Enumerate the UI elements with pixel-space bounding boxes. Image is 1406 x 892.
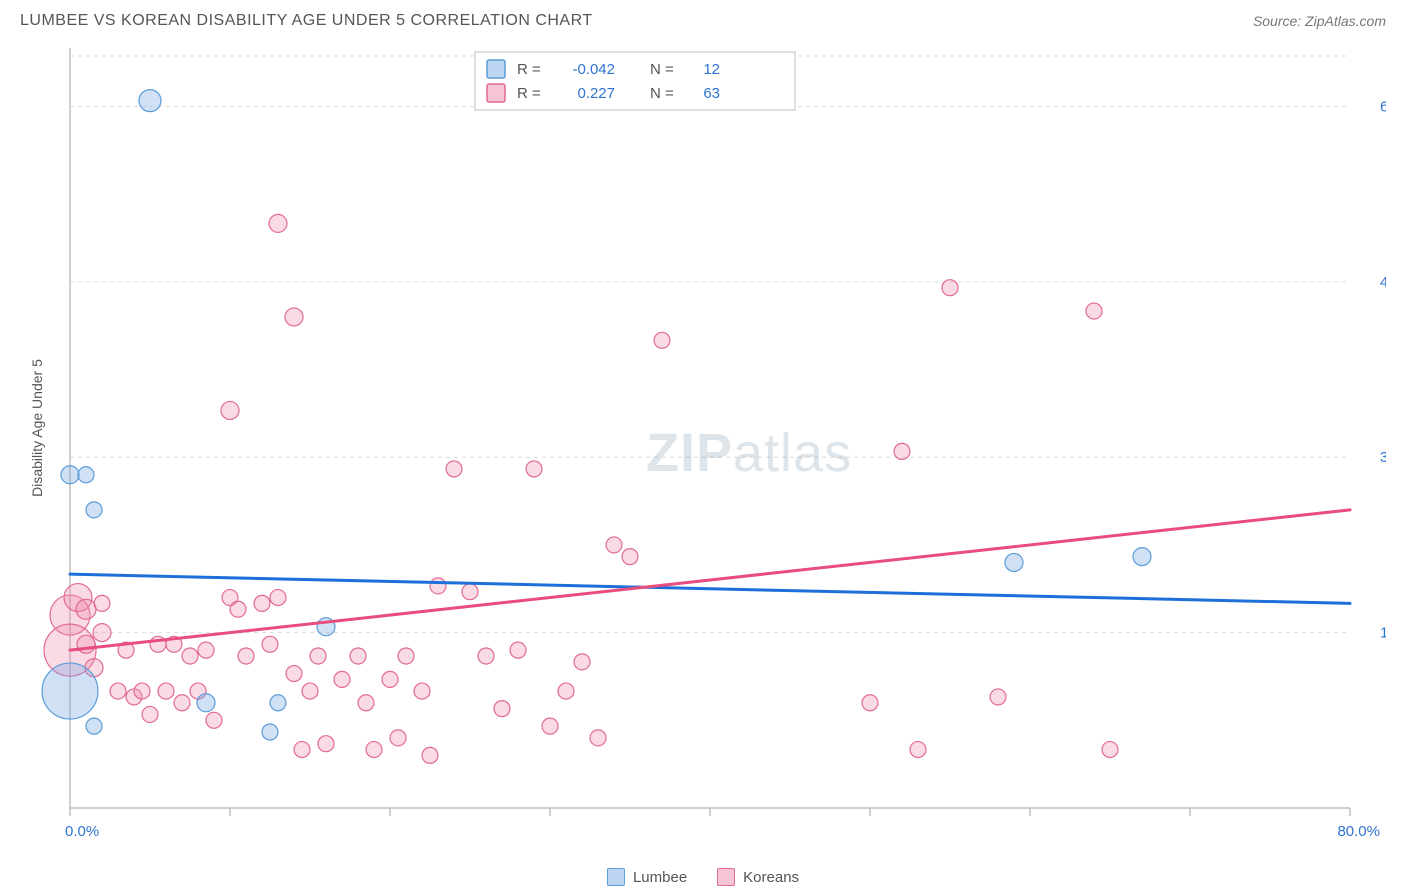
point-lumbee [1005, 553, 1023, 571]
point-koreans [285, 308, 303, 326]
point-lumbee [1133, 548, 1151, 566]
chart-source: Source: ZipAtlas.com [1253, 13, 1386, 29]
point-koreans [198, 642, 214, 658]
point-koreans [358, 695, 374, 711]
point-koreans [590, 730, 606, 746]
y-tick-label: 1.5% [1380, 625, 1386, 642]
point-koreans [350, 648, 366, 664]
point-koreans [1086, 303, 1102, 319]
point-lumbee [78, 467, 94, 483]
legend-swatch-lumbee [607, 868, 625, 886]
y-tick-label: 4.5% [1380, 274, 1386, 291]
y-tick-label: 3.0% [1380, 449, 1386, 466]
point-koreans [366, 742, 382, 758]
stats-n-value: 63 [703, 85, 720, 102]
point-koreans [310, 648, 326, 664]
point-koreans [414, 683, 430, 699]
point-koreans [382, 671, 398, 687]
point-koreans [462, 584, 478, 600]
legend-bottom: Lumbee Koreans [607, 868, 799, 886]
point-koreans [230, 601, 246, 617]
point-koreans [654, 332, 670, 348]
point-koreans [334, 671, 350, 687]
point-koreans [77, 635, 95, 653]
point-koreans [430, 578, 446, 594]
stats-swatch [487, 60, 505, 78]
point-lumbee [86, 718, 102, 734]
point-lumbee [61, 466, 79, 484]
point-koreans [142, 706, 158, 722]
y-tick-label: 6.0% [1380, 98, 1386, 115]
point-koreans [478, 648, 494, 664]
point-koreans [76, 599, 96, 619]
point-koreans [446, 461, 462, 477]
legend-item-koreans[interactable]: Koreans [717, 868, 799, 886]
point-koreans [526, 461, 542, 477]
point-lumbee [262, 724, 278, 740]
legend-item-lumbee[interactable]: Lumbee [607, 868, 687, 886]
point-koreans [390, 730, 406, 746]
point-koreans [574, 654, 590, 670]
point-lumbee [139, 90, 161, 112]
point-koreans [606, 537, 622, 553]
point-koreans [318, 736, 334, 752]
point-koreans [494, 701, 510, 717]
point-lumbee [270, 695, 286, 711]
stats-n-label: N = [650, 85, 674, 102]
point-koreans [206, 712, 222, 728]
point-koreans [94, 595, 110, 611]
stats-r-value: 0.227 [577, 85, 615, 102]
legend-label-koreans: Koreans [743, 869, 799, 886]
point-koreans [910, 742, 926, 758]
point-koreans [93, 624, 111, 642]
point-koreans [158, 683, 174, 699]
stats-n-value: 12 [703, 61, 720, 78]
stats-swatch [487, 84, 505, 102]
chart-area: 1.5% 3.0% 4.5% 6.0% 0.0% 80.0% Disability Age … [20, 38, 1386, 858]
point-lumbee [86, 502, 102, 518]
point-koreans [270, 590, 286, 606]
point-koreans [510, 642, 526, 658]
legend-label-lumbee: Lumbee [633, 869, 687, 886]
point-koreans [221, 401, 239, 419]
point-koreans [302, 683, 318, 699]
point-koreans [262, 636, 278, 652]
scatter-chart-svg: 1.5% 3.0% 4.5% 6.0% 0.0% 80.0% Disability Age … [20, 38, 1386, 858]
point-koreans [286, 666, 302, 682]
point-koreans [174, 695, 190, 711]
point-koreans [182, 648, 198, 664]
point-koreans [134, 683, 150, 699]
stats-n-label: N = [650, 61, 674, 78]
point-koreans [398, 648, 414, 664]
stats-r-label: R = [517, 85, 541, 102]
x-min-label: 0.0% [65, 823, 99, 840]
point-koreans [269, 214, 287, 232]
point-lumbee [197, 694, 215, 712]
point-koreans [238, 648, 254, 664]
point-koreans [1102, 742, 1118, 758]
point-koreans [990, 689, 1006, 705]
legend-swatch-koreans [717, 868, 735, 886]
point-koreans [862, 695, 878, 711]
point-koreans [422, 747, 438, 763]
point-koreans [622, 549, 638, 565]
point-lumbee [42, 663, 98, 719]
point-koreans [254, 595, 270, 611]
stats-r-label: R = [517, 61, 541, 78]
point-koreans [894, 443, 910, 459]
stats-r-value: -0.042 [572, 61, 615, 78]
x-max-label: 80.0% [1337, 823, 1380, 840]
point-koreans [110, 683, 126, 699]
y-axis-title: Disability Age Under 5 [29, 359, 45, 497]
point-koreans [558, 683, 574, 699]
point-koreans [294, 742, 310, 758]
point-koreans [542, 718, 558, 734]
chart-title: LUMBEE VS KOREAN DISABILITY AGE UNDER 5 … [20, 12, 593, 30]
point-koreans [942, 280, 958, 296]
